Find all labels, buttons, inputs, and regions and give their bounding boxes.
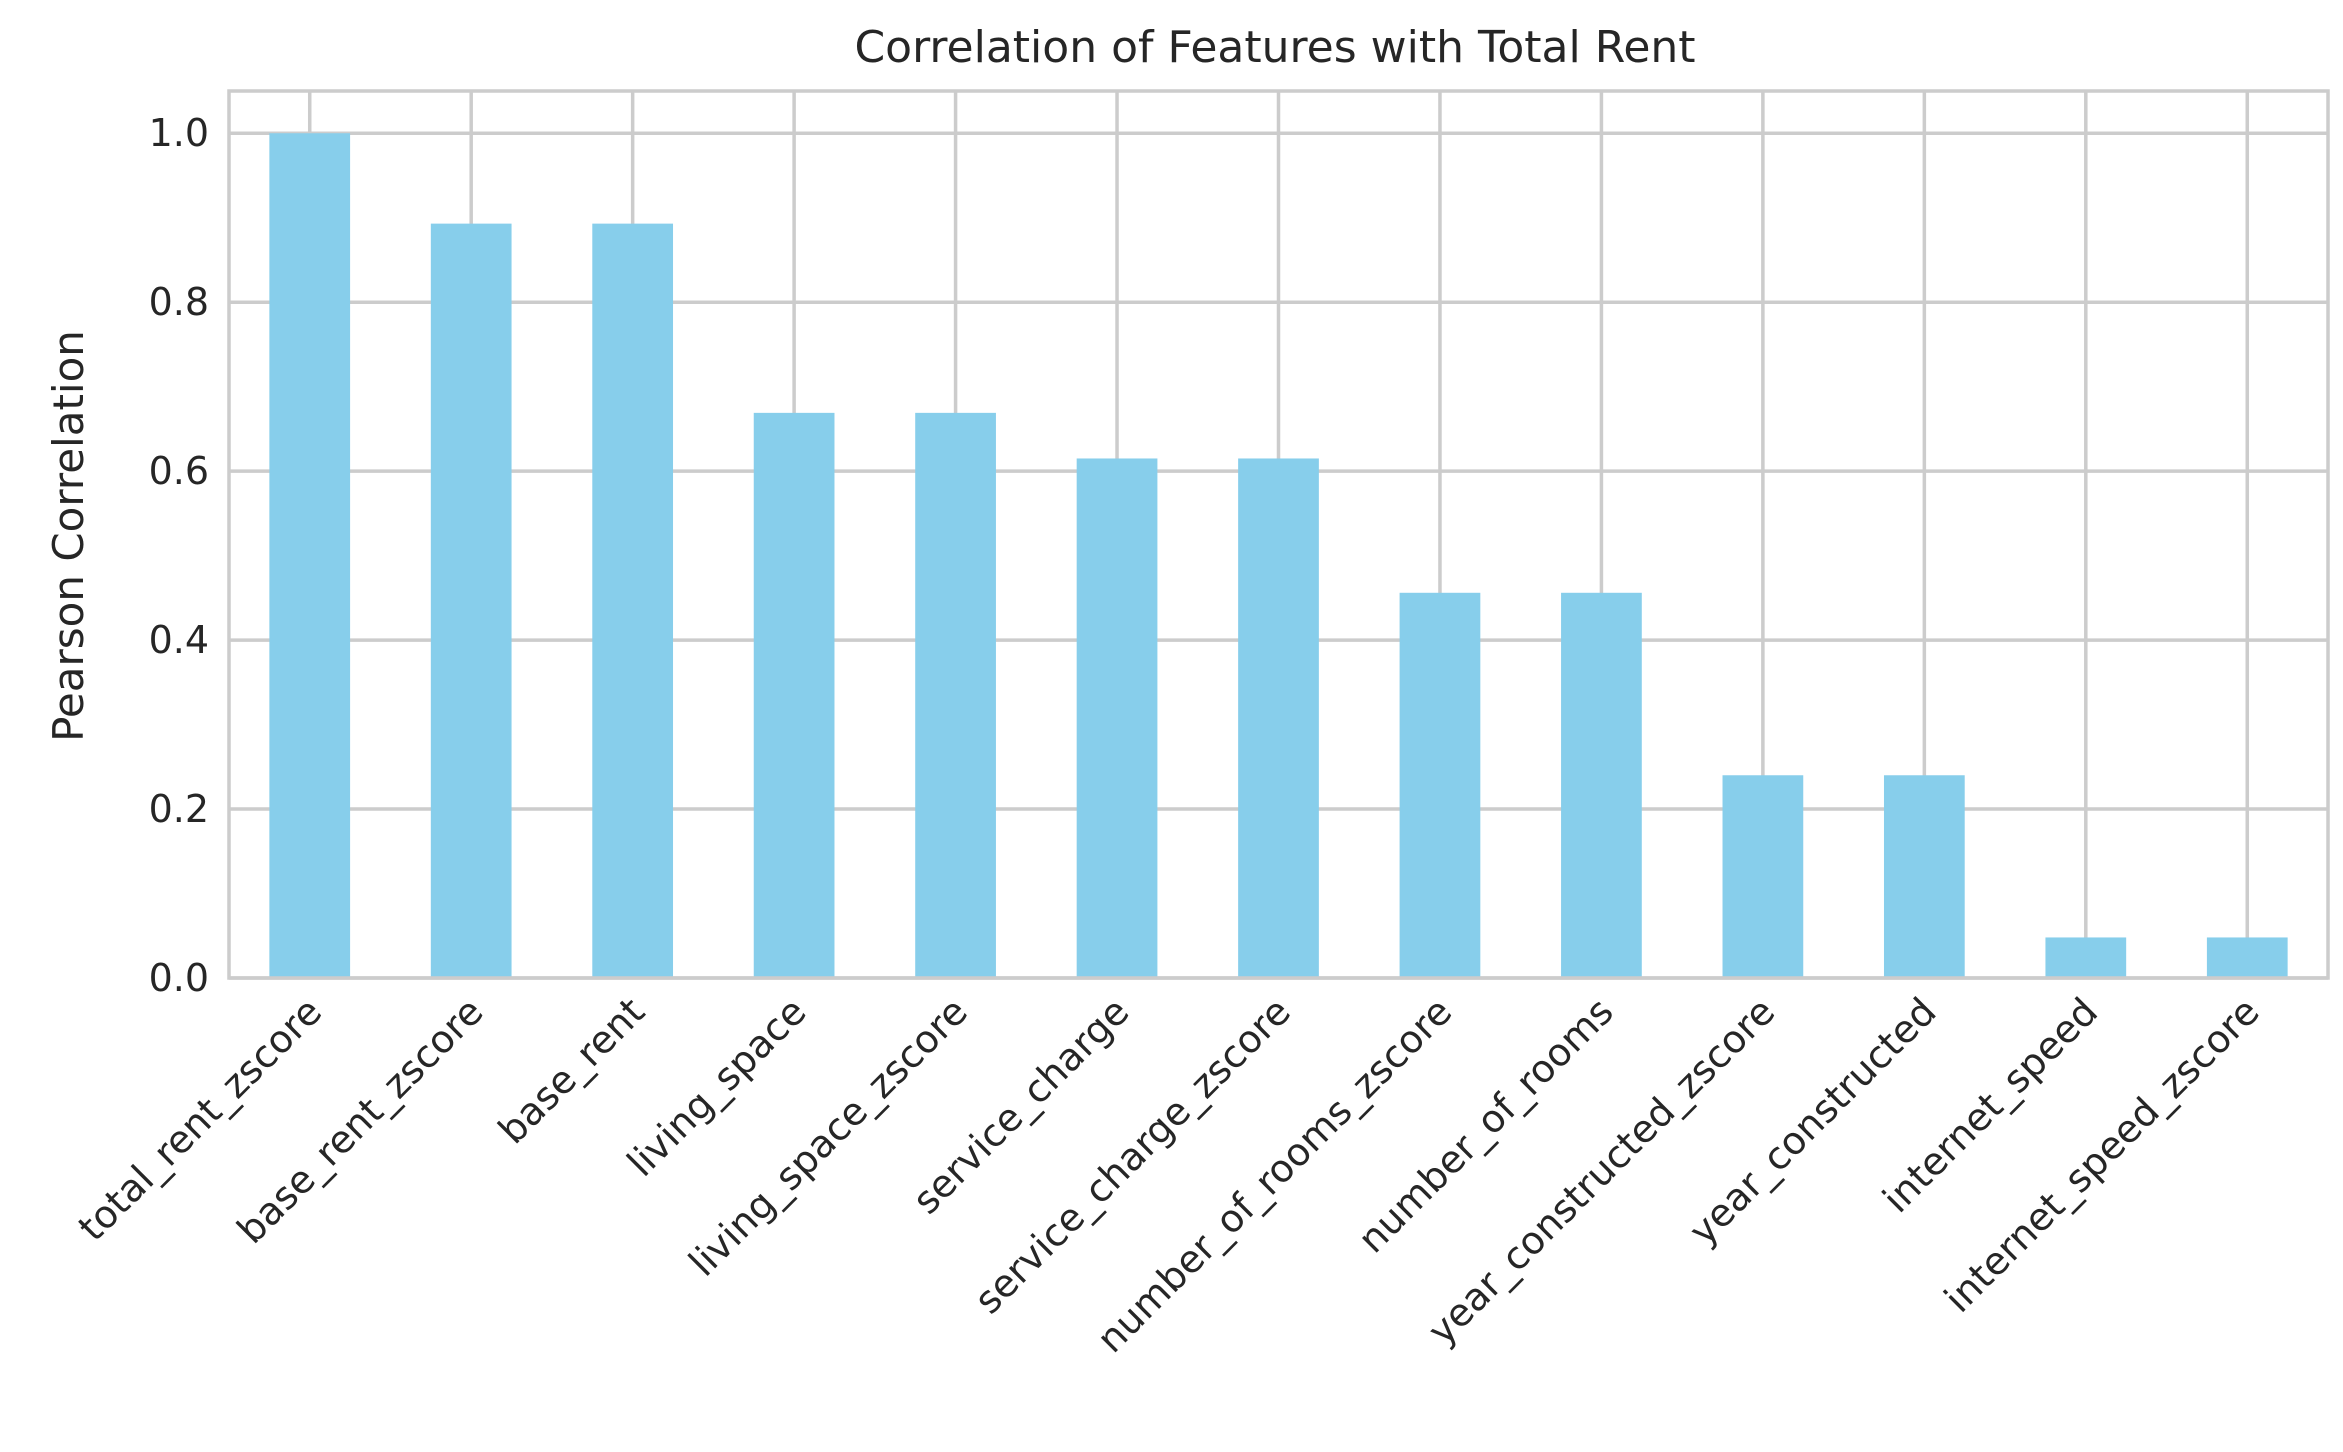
bar-living-space-zscore — [915, 412, 996, 979]
y-tick-label: 0.8 — [149, 280, 209, 324]
bar-year-constructed — [1883, 775, 1965, 978]
bar-service-charge-zscore — [1238, 458, 1319, 978]
y-tick-label: 1.0 — [149, 111, 209, 155]
x-tick-label: internet_speed_zscore — [1936, 989, 2268, 1321]
y-axis-label: Pearson Correlation — [44, 330, 93, 742]
axis-layer — [227, 89, 2330, 980]
chart-title: Correlation of Features with Total Rent — [854, 22, 1695, 73]
x-tick-label: service_charge_zscore — [966, 989, 1299, 1322]
x-tick-label: year_constructed_zscore — [1419, 989, 1783, 1353]
y-tick-label: 0.6 — [149, 449, 209, 493]
bar-internet-speed-zscore — [2206, 937, 2288, 978]
y-tick-label: 0.4 — [149, 618, 209, 662]
plot-frame — [227, 89, 2330, 980]
bar-total-rent-zscore — [269, 133, 351, 978]
bar-base-rent — [592, 223, 674, 978]
bar-base-rent-zscore — [430, 223, 512, 978]
x-tick-label: base_rent — [490, 989, 653, 1152]
bar-living-space — [753, 412, 835, 979]
x-tick-labels: total_rent_zscorebase_rent_zscorebase_re… — [70, 989, 2268, 1361]
bar-service-charge — [1076, 458, 1158, 978]
bar-layer — [269, 133, 2288, 979]
bar-year-constructed-zscore — [1722, 775, 1804, 978]
x-tick-label: living_space_zscore — [680, 989, 976, 1285]
y-tick-labels: 0.0 0.2 0.4 0.6 0.8 1.0 — [149, 111, 209, 1000]
y-tick-label: 0.0 — [149, 956, 209, 1000]
bar-number-of-rooms-zscore — [1399, 592, 1481, 978]
y-tick-label: 0.2 — [149, 787, 209, 831]
bar-internet-speed — [2045, 937, 2127, 978]
bar-number-of-rooms — [1561, 592, 1642, 978]
